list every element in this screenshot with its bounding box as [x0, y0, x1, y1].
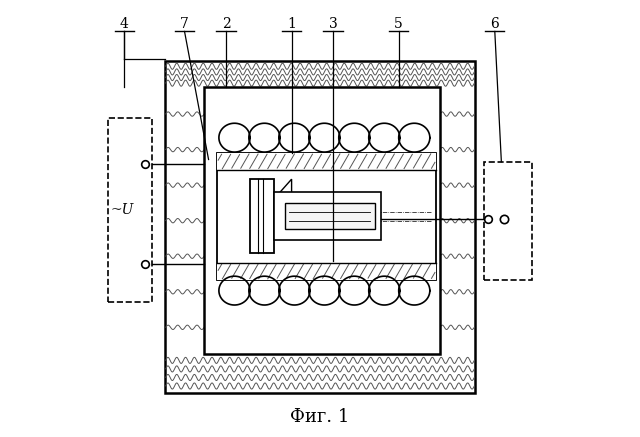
Polygon shape	[274, 179, 292, 199]
Text: 6: 6	[490, 17, 499, 31]
Text: 7: 7	[180, 17, 189, 31]
Text: 4: 4	[120, 17, 129, 31]
Bar	[218, 153, 436, 170]
Bar	[274, 192, 381, 240]
Text: 3: 3	[329, 17, 337, 31]
Bar	[250, 179, 274, 253]
Bar	[218, 153, 436, 280]
Bar	[218, 263, 436, 280]
Bar	[108, 118, 152, 302]
Bar	[285, 203, 374, 229]
Text: ~U: ~U	[110, 203, 134, 217]
Text: 5: 5	[394, 17, 403, 31]
Bar	[204, 87, 440, 354]
Text: 1: 1	[287, 17, 296, 31]
Text: 2: 2	[221, 17, 230, 31]
Bar	[484, 162, 532, 280]
Text: Фиг. 1: Фиг. 1	[291, 408, 349, 426]
Bar	[165, 61, 475, 393]
